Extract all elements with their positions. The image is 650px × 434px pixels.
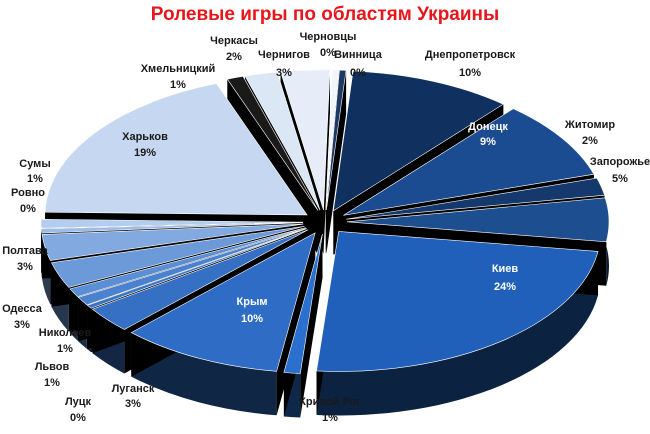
slice-label-value-8: 3% [125,398,141,410]
slice-label-value-12: 3% [14,319,30,331]
slice-label-name-4: Запорожье [590,156,650,168]
slice-label-value-15: 1% [27,173,43,185]
slice-label-value-13: 3% [17,261,33,273]
slice-label-value-10: 1% [44,377,60,389]
slice-label-value-4: 5% [612,173,628,185]
slice-label-value-17: 1% [170,79,186,91]
slice-label-name-19: Чернигов [258,49,310,61]
slice-label-value-1: 10% [459,67,481,79]
slice-label-name-7: Крым [237,296,268,308]
slice-label-value-20: 0% [320,47,336,59]
slice-label-name-0: Винница [334,49,383,61]
slice-label-name-12: Одесса [2,303,43,315]
slice-label-name-8: Луганск [112,383,155,395]
slice-label-value-7: 10% [241,313,263,325]
slice-label-value-19: 3% [276,67,292,79]
slice-label-value-16: 19% [134,147,156,159]
slice-label-name-2: Донецк [468,121,508,133]
slice-label-value-6: 1% [322,412,338,424]
chart-title: Ролевые игры по областям Украины [151,4,500,25]
slice-label-name-20: Черновцы [300,31,357,43]
slice-label-value-3: 2% [582,135,598,147]
slice-label-name-15: Сумы [19,158,50,170]
slice-label-name-14: Ровно [11,187,45,199]
slice-label-value-14: 0% [20,203,36,215]
slice-label-name-3: Житомир [564,119,615,131]
slice-label-value-11: 1% [57,343,73,355]
slice-label-name-16: Харьков [122,131,168,143]
slice-label-value-2: 9% [480,136,496,148]
slice-label-name-10: Львов [35,361,70,373]
slice-label-value-9: 0% [70,412,86,424]
slice-label-name-6: Кривой Рог [299,396,361,408]
slice-label-value-18: 2% [226,51,242,63]
slice-label-name-13: Полтава [2,245,48,257]
slice-label-name-5: Киев [492,263,519,275]
slice-label-name-9: Луцк [65,396,92,408]
slice-label-name-1: Днепропетровск [425,49,516,61]
slice-tops [41,70,609,374]
slice-label-name-11: Николаев [39,327,92,339]
slice-label-value-0: 0% [350,67,366,79]
slice-label-value-5: 24% [494,281,516,293]
slice-label-name-17: Хмельницкий [141,63,216,75]
slice-label-name-18: Черкасы [210,35,258,47]
